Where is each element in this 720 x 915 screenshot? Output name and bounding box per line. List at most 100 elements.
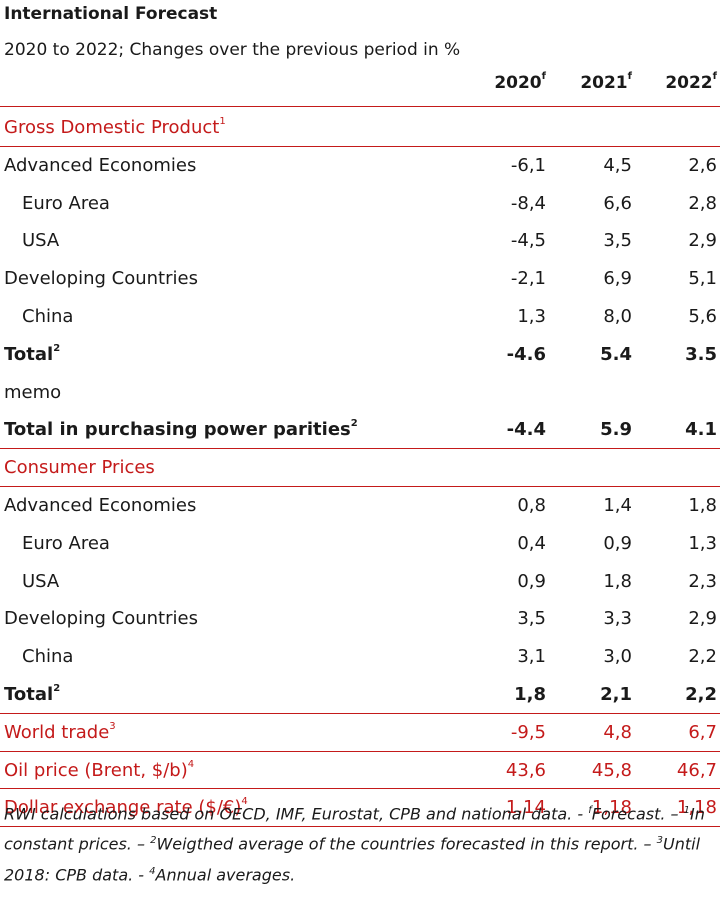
table-row: Oil price (Brent, $/b)4 43,6 45,8 46,7 — [0, 751, 720, 789]
cell-2020: -9,5 — [510, 721, 546, 743]
cell-2020: -4.6 — [506, 343, 546, 365]
cell-2022: 1,8 — [688, 495, 717, 516]
row-label: Advanced Economies — [4, 495, 197, 516]
divider-line — [0, 106, 720, 107]
cell-2022: 1,18 — [676, 797, 717, 819]
cell-2022: 2,3 — [688, 570, 717, 592]
cell-2021: 3,0 — [603, 646, 632, 668]
table-row: Euro Area 0,4 0,9 1,3 — [0, 524, 720, 562]
cell-2020: 1,8 — [514, 684, 546, 705]
cell-2021: 1,18 — [591, 797, 632, 819]
cell-2021: 1,8 — [603, 570, 632, 592]
cell-2021: 1,4 — [603, 495, 632, 516]
divider-line — [0, 146, 720, 147]
divider-line — [0, 826, 720, 827]
cell-2020: 1,14 — [505, 797, 546, 819]
row-label: Total in purchasing power parities2 — [4, 418, 358, 441]
table-row: Total2 1,8 2,1 2,2 — [0, 675, 720, 713]
cell-2021: 5.4 — [600, 343, 632, 365]
divider-line — [0, 448, 720, 449]
table-row: China 3,1 3,0 2,2 — [0, 637, 720, 675]
cell-2020: -4.4 — [506, 419, 546, 441]
cell-2020: 3,5 — [517, 608, 546, 630]
cell-2020: 43,6 — [505, 759, 546, 781]
row-label: Gross Domestic Product1 — [4, 116, 226, 138]
cell-2022: 46,7 — [676, 759, 717, 781]
table-row: Advanced Economies -6,1 4,5 2,6 — [0, 146, 720, 184]
row-label: World trade3 — [4, 720, 116, 743]
cell-2020: -8,4 — [510, 192, 546, 214]
footnote: RWI calculations based on OECD, IMF, Eur… — [4, 804, 705, 884]
table-row: memo — [0, 373, 720, 411]
cell-2021: 4,8 — [603, 721, 632, 743]
cell-2022: 2,9 — [688, 230, 717, 252]
column-header-2020: 2020f — [494, 71, 546, 93]
divider-line — [0, 751, 720, 752]
table-row: Developing Countries 3,5 3,3 2,9 — [0, 599, 720, 637]
divider-line — [0, 713, 720, 714]
cell-2022: 2,8 — [688, 192, 717, 214]
row-label: Developing Countries — [4, 268, 198, 290]
row-label: China — [22, 306, 74, 327]
divider-line — [0, 486, 720, 487]
cell-2020: 0,4 — [517, 532, 546, 554]
cell-2021: 6,6 — [603, 192, 632, 214]
table-row: Total in purchasing power parities2 -4.4 5… — [0, 410, 720, 448]
cell-2020: -2,1 — [510, 268, 546, 290]
cell-2020: 0,8 — [517, 495, 546, 516]
cell-2021: 45,8 — [591, 759, 632, 781]
cell-2021: 4,5 — [603, 154, 632, 176]
table-row: Gross Domestic Product1 — [0, 108, 720, 146]
cell-2021: 0,9 — [603, 532, 632, 554]
row-label: Oil price (Brent, $/b)4 — [4, 758, 195, 781]
cell-2022: 5,1 — [688, 268, 717, 290]
row-label: Developing Countries — [4, 608, 198, 630]
row-label: Total2 — [4, 683, 61, 705]
column-header-2022: 2022f — [665, 71, 717, 93]
cell-2021: 8,0 — [603, 306, 632, 327]
cell-2022: 4.1 — [685, 419, 717, 441]
cell-2021: 5.9 — [600, 419, 632, 441]
table-subtitle: 2020 to 2022; Changes over the previous … — [4, 40, 461, 60]
table-row: Euro Area -8,4 6,6 2,8 — [0, 184, 720, 222]
row-label: Euro Area — [22, 532, 110, 554]
cell-2022: 2,2 — [685, 684, 717, 705]
cell-2022: 5,6 — [688, 306, 717, 327]
cell-2020: 1,3 — [517, 306, 546, 327]
table-row: Developing Countries -2,1 6,9 5,1 — [0, 259, 720, 297]
cell-2020: 0,9 — [517, 570, 546, 592]
cell-2021: 3,5 — [603, 230, 632, 252]
row-label: China — [22, 646, 74, 668]
cell-2022: 6,7 — [688, 721, 717, 743]
column-header-2021: 2021f — [580, 71, 632, 93]
cell-2022: 2,6 — [688, 154, 717, 176]
cell-2020: 3,1 — [517, 646, 546, 668]
table-row: Advanced Economies 0,8 1,4 1,8 — [0, 486, 720, 524]
cell-2022: 2,2 — [688, 646, 717, 668]
table-row: USA 0,9 1,8 2,3 — [0, 562, 720, 600]
table-row: China 1,3 8,0 5,6 — [0, 297, 720, 335]
cell-2021: 2,1 — [600, 684, 632, 705]
cell-2022: 2,9 — [688, 608, 717, 630]
divider-line — [0, 788, 720, 789]
table-row: USA -4,5 3,5 2,9 — [0, 221, 720, 259]
table-row: World trade3 -9,5 4,8 6,7 — [0, 713, 720, 751]
row-label: Total2 — [4, 342, 61, 365]
table-row: Dollar exchange rate ($/€)4 1,14 1,18 1,18 — [0, 788, 720, 826]
table-row: Consumer Prices — [0, 448, 720, 486]
cell-2021: 6,9 — [603, 268, 632, 290]
row-label: Consumer Prices — [4, 457, 155, 479]
table-title: International Forecast — [4, 4, 218, 24]
row-label: Dollar exchange rate ($/€)4 — [4, 796, 248, 819]
row-label: memo — [4, 381, 62, 403]
cell-2022: 1,3 — [688, 532, 717, 554]
table-row: Total2 -4.6 5.4 3.5 — [0, 335, 720, 373]
row-label: Advanced Economies — [4, 154, 197, 176]
row-label: USA — [22, 570, 60, 592]
cell-2021: 3,3 — [603, 608, 632, 630]
row-label: Euro Area — [22, 192, 110, 214]
cell-2020: -6,1 — [510, 154, 546, 176]
cell-2020: -4,5 — [510, 230, 546, 252]
cell-2022: 3.5 — [685, 343, 717, 365]
